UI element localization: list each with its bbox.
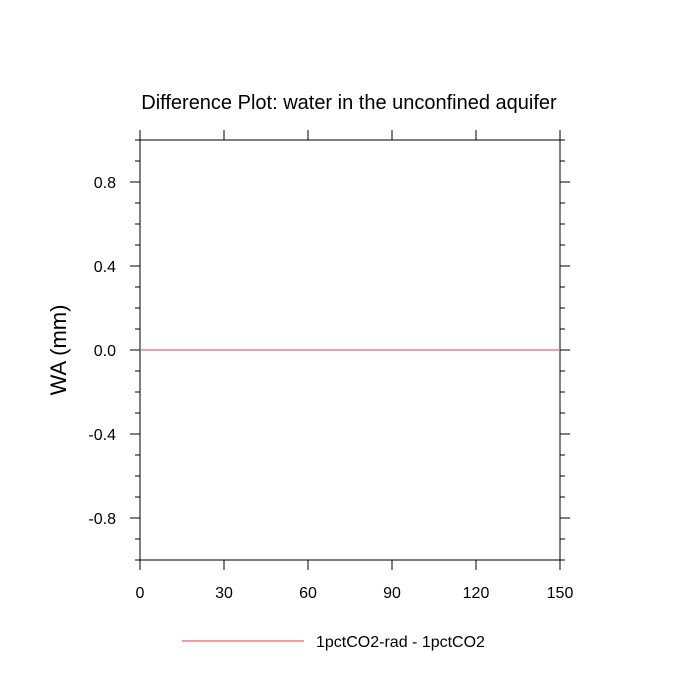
y-tick-label: 0.8 [94,175,116,192]
y-axis-label: WA (mm) [46,305,71,396]
x-tick-label: 120 [463,585,490,602]
y-tick-label: -0.8 [88,511,116,528]
ticks-layer [130,130,570,570]
legend: 1pctCO2-rad - 1pctCO2 [182,634,485,651]
x-tick-label: 150 [547,585,574,602]
y-tick-label: -0.4 [88,427,116,444]
tick-labels-layer: 0 30 60 90 120 150 -0.8 -0.4 0.0 0.4 0.8 [88,175,573,602]
x-tick-label: 60 [299,585,317,602]
y-tick-label: 0.0 [94,343,116,360]
y-tick-label: 0.4 [94,259,116,276]
x-tick-label: 0 [136,585,145,602]
x-tick-label: 90 [383,585,401,602]
x-tick-label: 30 [215,585,233,602]
legend-label: 1pctCO2-rad - 1pctCO2 [316,634,485,651]
chart-title: Difference Plot: water in the unconfined… [141,92,557,114]
